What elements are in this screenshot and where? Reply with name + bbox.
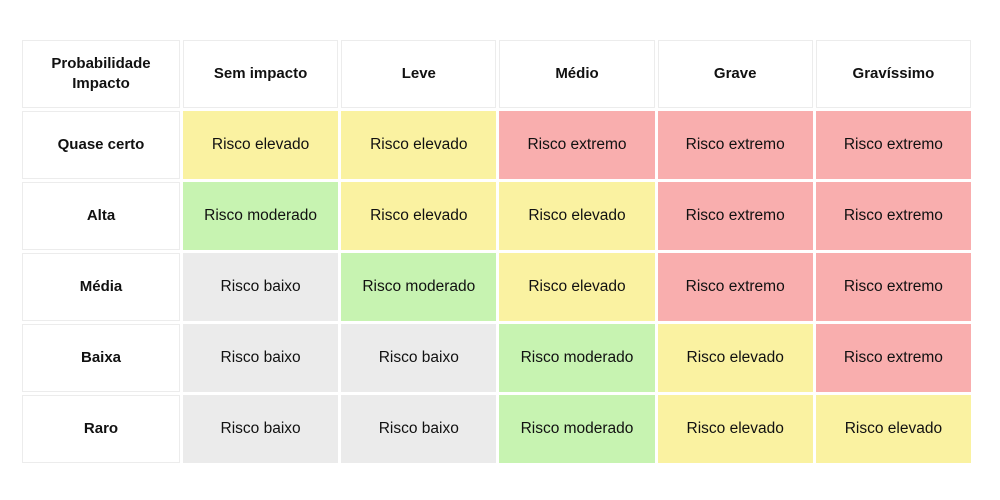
corner-header-line2: Impacto	[72, 75, 130, 92]
risk-cell-baixo: Risco baixo	[183, 395, 339, 463]
risk-cell-extremo: Risco extremo	[815, 324, 971, 392]
risk-cell-moderado: Risco moderado	[341, 253, 497, 321]
risk-cell-elevado: Risco elevado	[815, 395, 971, 463]
corner-header-cell: Probabilidade Impacto	[22, 40, 180, 108]
risk-cell-extremo: Risco extremo	[657, 182, 813, 250]
row-label: Baixa	[22, 324, 180, 392]
risk-cell-moderado: Risco moderado	[499, 395, 655, 463]
risk-cell-baixo: Risco baixo	[341, 324, 497, 392]
corner-header-line1: Probabilidade	[51, 54, 151, 72]
risk-matrix-table: Probabilidade Impacto Sem impacto Leve M…	[22, 40, 971, 463]
risk-cell-baixo: Risco baixo	[183, 253, 339, 321]
risk-cell-extremo: Risco extremo	[815, 111, 971, 179]
risk-cell-extremo: Risco extremo	[657, 253, 813, 321]
risk-cell-elevado: Risco elevado	[499, 253, 655, 321]
column-header-leve: Leve	[341, 40, 497, 108]
risk-cell-extremo: Risco extremo	[815, 182, 971, 250]
risk-cell-elevado: Risco elevado	[657, 324, 813, 392]
risk-cell-extremo: Risco extremo	[815, 253, 971, 321]
risk-cell-baixo: Risco baixo	[183, 324, 339, 392]
risk-cell-elevado: Risco elevado	[341, 111, 497, 179]
risk-cell-elevado: Risco elevado	[657, 395, 813, 463]
risk-matrix: Probabilidade Impacto Sem impacto Leve M…	[22, 40, 971, 466]
row-label: Média	[22, 253, 180, 321]
risk-cell-extremo: Risco extremo	[657, 111, 813, 179]
row-label: Quase certo	[22, 111, 180, 179]
column-header-sem-impacto: Sem impacto	[183, 40, 339, 108]
risk-cell-elevado: Risco elevado	[341, 182, 497, 250]
row-label: Alta	[22, 182, 180, 250]
risk-cell-elevado: Risco elevado	[499, 182, 655, 250]
column-header-grave: Grave	[657, 40, 813, 108]
risk-cell-moderado: Risco moderado	[499, 324, 655, 392]
risk-cell-elevado: Risco elevado	[183, 111, 339, 179]
column-header-medio: Médio	[499, 40, 655, 108]
corner-header-label: Probabilidade Impacto	[51, 54, 150, 95]
risk-cell-baixo: Risco baixo	[341, 395, 497, 463]
row-label: Raro	[22, 395, 180, 463]
risk-cell-moderado: Risco moderado	[183, 182, 339, 250]
risk-cell-extremo: Risco extremo	[499, 111, 655, 179]
column-header-gravissimo: Gravíssimo	[815, 40, 971, 108]
